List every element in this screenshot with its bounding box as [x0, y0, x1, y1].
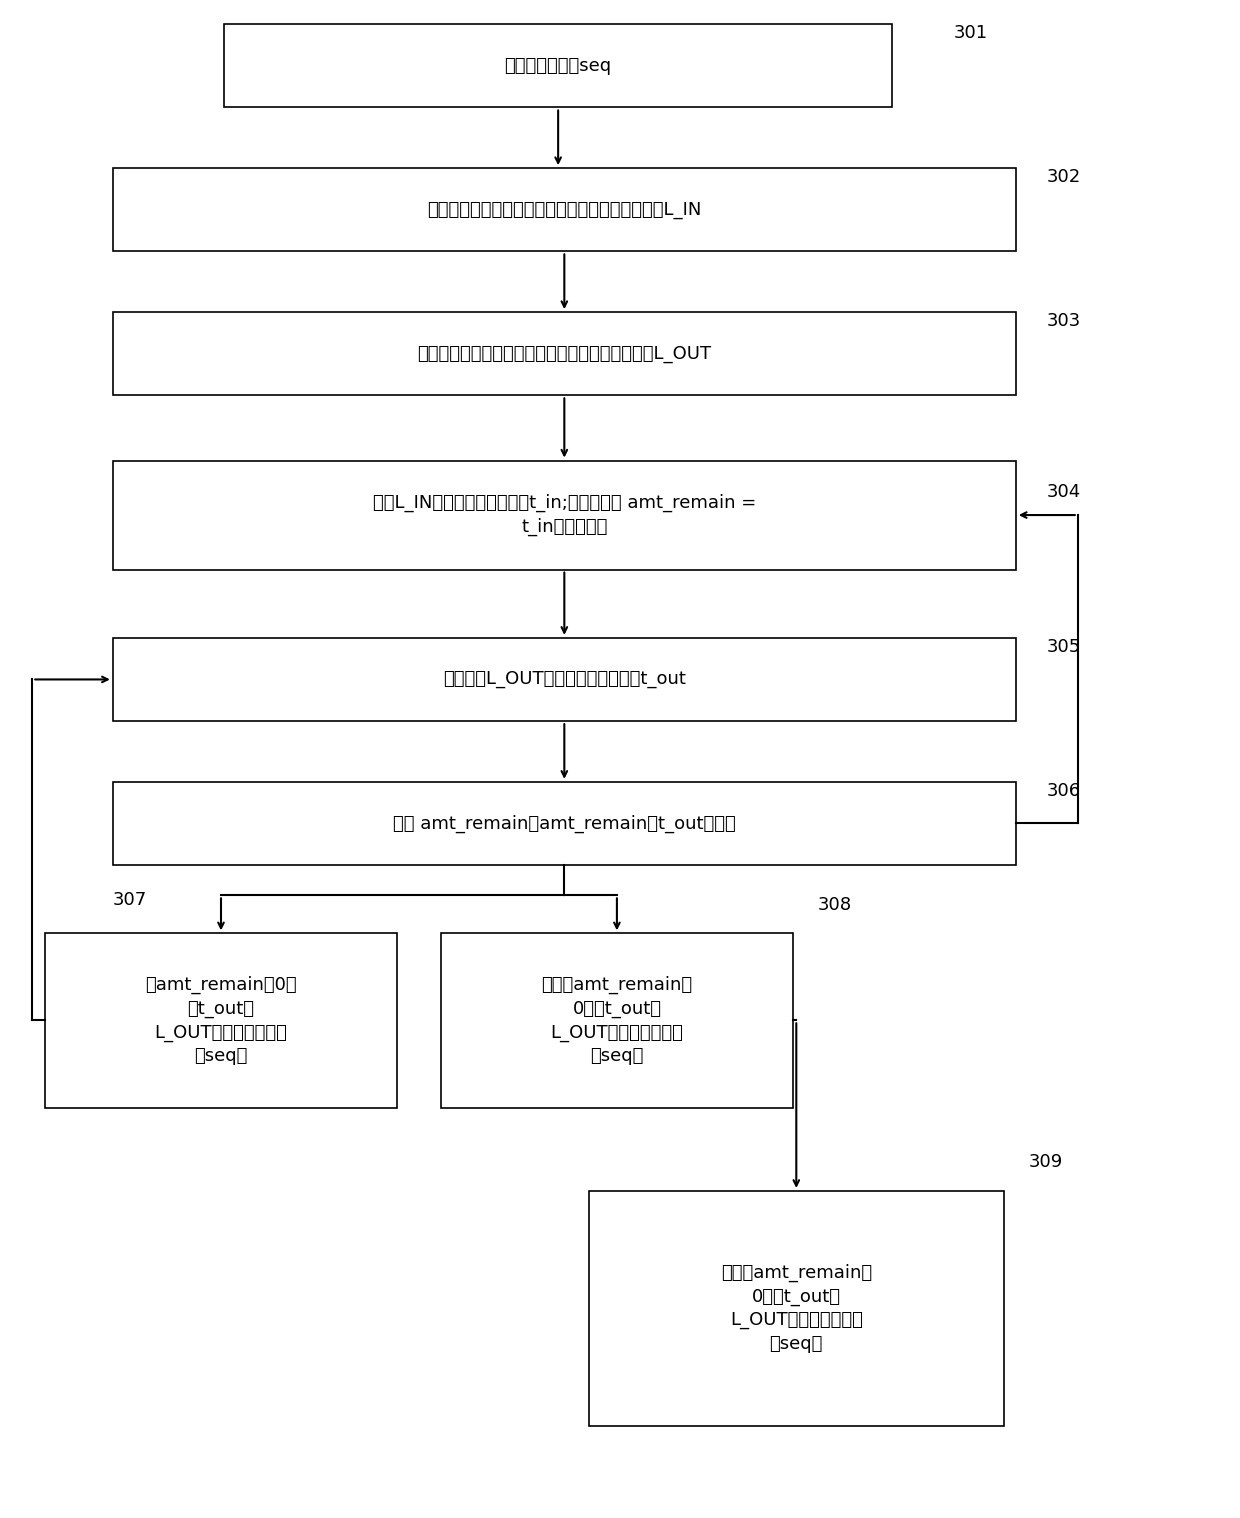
Text: 遍历集合L_OUT，记当前转出交易为t_out: 遍历集合L_OUT，记当前转出交易为t_out: [443, 671, 686, 689]
Text: 307: 307: [113, 891, 148, 909]
FancyBboxPatch shape: [440, 934, 794, 1108]
Text: 若确定amt_remain＝
0，将t_out从
L_OUT中删除并放入列
表seq中: 若确定amt_remain＝ 0，将t_out从 L_OUT中删除并放入列 表s…: [542, 976, 692, 1066]
Text: 306: 306: [1047, 782, 1081, 800]
FancyBboxPatch shape: [113, 460, 1016, 569]
FancyBboxPatch shape: [45, 934, 397, 1108]
FancyBboxPatch shape: [113, 168, 1016, 252]
Text: 若amt_remain＞0，
将t_out从
L_OUT中删除并放入列
表seq中: 若amt_remain＞0， 将t_out从 L_OUT中删除并放入列 表seq…: [145, 976, 296, 1066]
Text: 301: 301: [954, 24, 988, 43]
Text: 308: 308: [818, 896, 852, 914]
Text: 按时间先后顺序排列转入交易，记为转入交易集合L_IN: 按时间先后顺序排列转入交易，记为转入交易集合L_IN: [427, 200, 702, 219]
Text: 304: 304: [1047, 483, 1081, 501]
Text: 初始化后向序列seq: 初始化后向序列seq: [505, 56, 611, 74]
FancyBboxPatch shape: [224, 24, 893, 108]
Text: 遍历L_IN，记当前转入交易为t_in;记剩余金额 amt_remain =
t_in的交易金额: 遍历L_IN，记当前转入交易为t_in;记剩余金额 amt_remain = t…: [373, 493, 756, 536]
Text: 计算 amt_remain＝amt_remain－t_out的金额: 计算 amt_remain＝amt_remain－t_out的金额: [393, 814, 735, 832]
Text: 303: 303: [1047, 313, 1081, 331]
FancyBboxPatch shape: [113, 638, 1016, 721]
Text: 309: 309: [1028, 1154, 1063, 1172]
FancyBboxPatch shape: [113, 782, 1016, 865]
Text: 按时间先后顺序排列转出交易，记为转出交易集合L_OUT: 按时间先后顺序排列转出交易，记为转出交易集合L_OUT: [418, 345, 712, 363]
Text: 302: 302: [1047, 168, 1081, 187]
Text: 若确定amt_remain＝
0，将t_out从
L_OUT中删除并放入列
表seq中: 若确定amt_remain＝ 0，将t_out从 L_OUT中删除并放入列 表s…: [720, 1263, 872, 1353]
FancyBboxPatch shape: [589, 1190, 1003, 1425]
Text: 305: 305: [1047, 638, 1081, 656]
FancyBboxPatch shape: [113, 313, 1016, 395]
